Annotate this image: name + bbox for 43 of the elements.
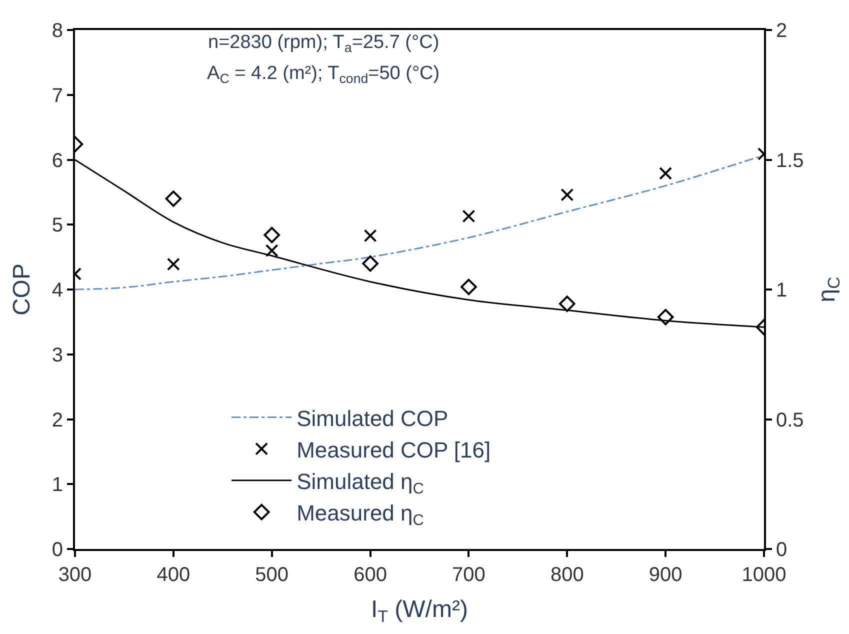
legend-label: Simulated η$_{C}$ [296, 469, 424, 498]
legend-label: Measured COP [16] [296, 437, 491, 462]
line-series [75, 154, 764, 290]
x-tick-label: 900 [648, 564, 682, 586]
point [460, 278, 477, 296]
y2-tick-label: 0.5 [776, 409, 804, 432]
y-tick-label: 2 [52, 409, 63, 432]
x-tick-label: 400 [156, 564, 190, 586]
legend-label: Measured η$_{C}$ [296, 500, 424, 530]
x-axis-title: I$_{T}$ (W/m²) [371, 596, 468, 626]
annotation: n=2830 (rpm); T$_{a}$=25.7 (°C) [208, 32, 440, 55]
x-tick-label: 300 [58, 564, 92, 586]
y2-tick-label: 1.5 [776, 150, 804, 172]
y2-tick-label: 0 [776, 539, 788, 561]
y2-tick-label: 1 [776, 280, 788, 302]
point [166, 258, 180, 271]
y-tick-label: 6 [52, 150, 63, 172]
point [659, 166, 672, 180]
y-tick-label: 8 [52, 20, 63, 42]
point [362, 255, 378, 272]
point [558, 296, 576, 312]
point [657, 308, 674, 326]
y-tick-label: 3 [52, 344, 63, 366]
x-tick-label: 500 [255, 564, 289, 586]
y-tick-label: 5 [52, 214, 63, 237]
x-tick-label: 700 [452, 564, 486, 586]
y-axis-title: COP [8, 263, 36, 316]
point [560, 188, 574, 202]
y2-tick-label: 2 [776, 20, 788, 42]
point [462, 210, 476, 223]
point [264, 226, 280, 244]
annotation: A$_{C}$ = 4.2 (m²); T$_{cond}$=50 (°C) [207, 63, 440, 86]
y-tick-label: 7 [52, 84, 63, 107]
y-tick-label: 0 [52, 539, 63, 561]
x-tick-label: 1000 [742, 564, 786, 586]
y-tick-label: 1 [52, 474, 63, 496]
point [265, 244, 278, 258]
legend-label: Simulated COP [296, 406, 448, 431]
x-tick-label: 600 [354, 564, 387, 586]
x-tick-label: 800 [550, 564, 584, 586]
point [165, 190, 182, 207]
point [364, 229, 377, 242]
y-tick-label: 4 [52, 280, 63, 302]
